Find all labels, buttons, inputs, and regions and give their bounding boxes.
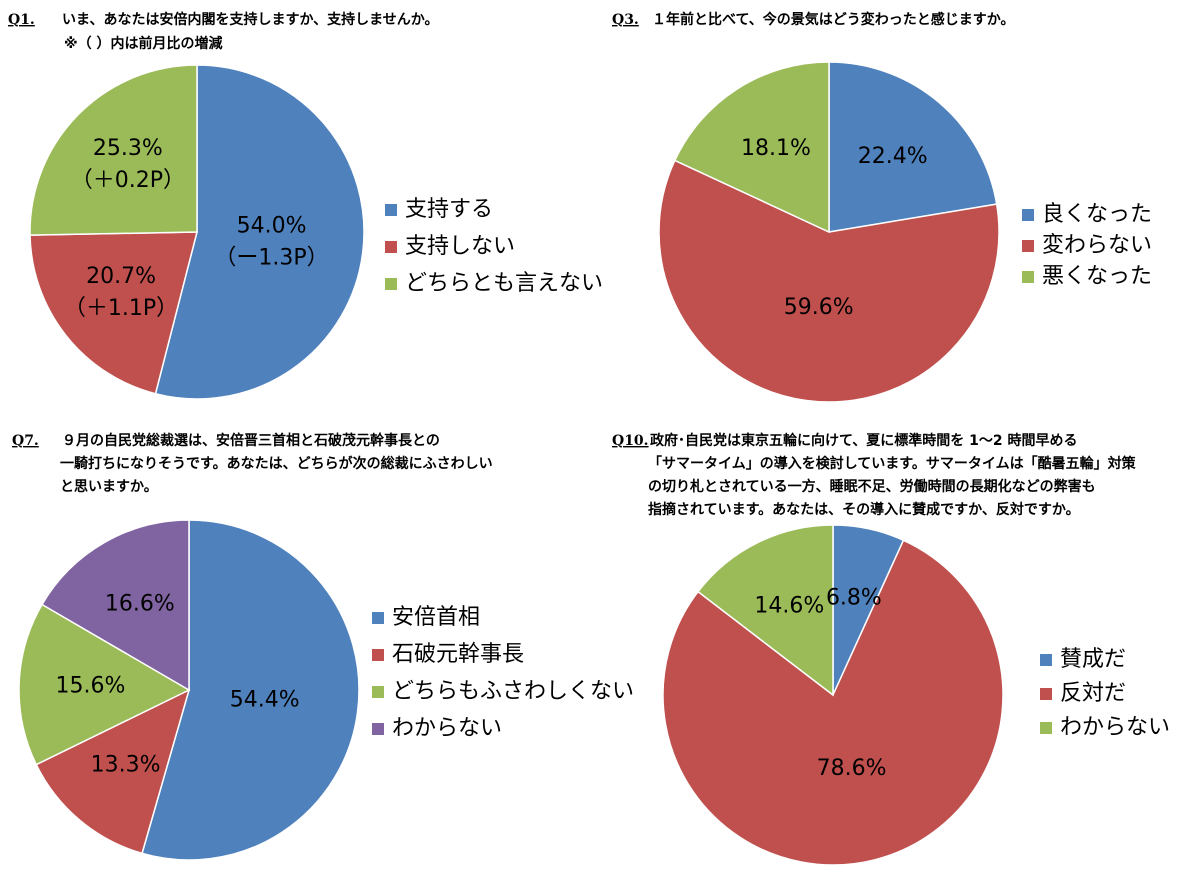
legend-label: 石破元幹事長 — [392, 642, 524, 667]
data-label: 78.6% — [817, 756, 887, 781]
legend-label: 支持する — [405, 197, 493, 222]
legend-swatch — [1022, 209, 1034, 221]
pie-slice — [29, 64, 198, 236]
data-label: 13.3% — [91, 753, 161, 778]
question-text: ９月の自民党総裁選は、安倍晋三首相と石破茂元幹事長との — [62, 432, 440, 449]
pie-slice — [154, 64, 365, 400]
legend-label: 反対だ — [1060, 681, 1126, 706]
legend-label: 悪くなった — [1042, 264, 1152, 289]
data-label: 59.6% — [784, 295, 854, 320]
data-label: 22.4% — [858, 144, 928, 169]
question-text: と思いますか。 — [60, 479, 158, 495]
pie-slice — [41, 519, 190, 692]
legend-swatch — [1022, 271, 1034, 283]
data-label: 15.6% — [56, 673, 126, 698]
question-number: Q1. — [8, 12, 35, 28]
question-text: 一騎打ちになりそうです。あなたは、どちらが次の総裁にふさわしい — [60, 455, 493, 472]
data-label: 20.7% — [86, 264, 156, 289]
pie-slice — [18, 603, 191, 766]
legend-swatch — [372, 649, 384, 661]
legend-label: 賛成だ — [1060, 647, 1126, 672]
question-text: 指摘されています。あなたは、その導入に賛成ですか、反対ですか。 — [648, 501, 1080, 518]
legend-swatch — [385, 241, 397, 253]
legend-swatch — [372, 612, 384, 624]
legend-swatch — [385, 278, 397, 290]
question-text: 政府･自民党は東京五輪に向けて、夏に標準時間を 1～2 時間早める — [650, 432, 1078, 449]
pie-slice — [673, 61, 830, 234]
change-label: （ー1.3P） — [214, 245, 328, 270]
pie-slice — [141, 519, 360, 861]
note: ※（ ）内は前月比の増減 — [64, 35, 222, 52]
legend-label: 変わらない — [1042, 233, 1152, 258]
data-label: 54.4% — [230, 688, 300, 713]
question-number: Q3. — [612, 12, 639, 28]
legend-swatch — [1040, 654, 1052, 666]
data-label: 18.1% — [741, 136, 811, 161]
pie-slice — [828, 61, 998, 233]
question-number: Q10. — [612, 433, 649, 449]
legend-label: 安倍首相 — [392, 605, 480, 630]
legend-swatch — [1040, 688, 1052, 700]
pie-slice — [662, 539, 1004, 866]
data-label: 16.6% — [105, 592, 175, 617]
legend-swatch — [385, 204, 397, 216]
data-label: 25.3% — [93, 136, 163, 161]
pie-slice — [35, 688, 191, 855]
pie-slice — [696, 524, 834, 697]
data-label: 14.6% — [754, 594, 824, 619]
legend-swatch — [1040, 722, 1052, 734]
legend-label: 良くなった — [1042, 202, 1152, 227]
legend-label: わからない — [1060, 715, 1170, 740]
change-label: （＋1.1P） — [64, 296, 178, 321]
question-text: いま、あなたは安倍内閣を支持しますか、支持しませんか。 — [62, 11, 438, 28]
data-label: 54.0% — [237, 213, 307, 238]
legend-label: わからない — [392, 716, 502, 741]
legend-swatch — [372, 686, 384, 698]
change-label: （＋0.2P） — [71, 168, 185, 193]
legend-label: どちらとも言えない — [405, 271, 603, 296]
pie-slice — [658, 159, 1000, 403]
question-text: の切り札とされている一方、睡眠不足、労働時間の長期化などの弊害も — [648, 478, 1096, 495]
legend-swatch — [372, 723, 384, 735]
pie-slice — [29, 231, 198, 395]
data-label: 6.8% — [826, 586, 882, 611]
legend-label: どちらもふさわしくない — [392, 679, 634, 704]
question-text: 「サマータイム」の導入を検討しています。サマータイムは「酷暑五輪」対策 — [648, 455, 1137, 472]
legend-swatch — [1022, 240, 1034, 252]
legend-label: 支持しない — [405, 234, 515, 259]
question-number: Q7. — [12, 433, 39, 449]
question-text: １年前と比べて、今の景気はどう変わったと感じますか。 — [652, 11, 1014, 28]
